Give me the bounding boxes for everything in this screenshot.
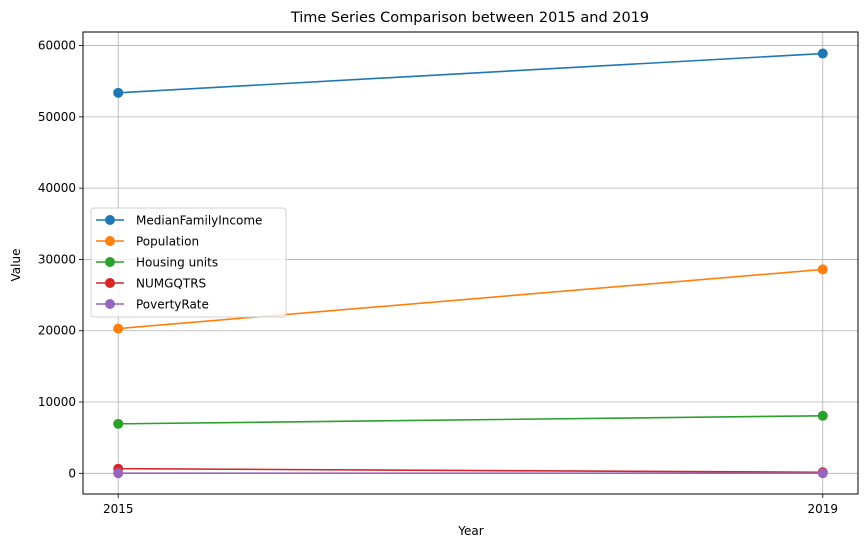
legend-marker-icon — [105, 215, 115, 225]
legend-box — [90, 207, 287, 318]
series-population — [113, 264, 828, 334]
axes-frame — [82, 31, 859, 495]
legend-item: MedianFamilyIncome — [96, 214, 262, 228]
series-numgqtrs — [113, 463, 828, 478]
y-tick-label: 50000 — [38, 110, 76, 124]
legend-label: Housing units — [136, 256, 218, 270]
legend-item: Population — [96, 235, 199, 249]
legend-marker-icon — [105, 257, 115, 267]
legend-item: Housing units — [96, 256, 218, 270]
data-point-marker — [817, 48, 828, 59]
series-line — [118, 52, 823, 94]
series-line — [118, 467, 823, 474]
data-point-marker — [817, 468, 828, 479]
legend-label: PovertyRate — [136, 298, 209, 312]
series-povertyrate — [113, 468, 828, 479]
series-line — [118, 414, 823, 425]
y-tick-label: 20000 — [38, 324, 76, 338]
legend-marker-icon — [105, 299, 115, 309]
data-point-marker — [817, 410, 828, 421]
y-tick-label: 40000 — [38, 181, 76, 195]
legend-item: PovertyRate — [96, 298, 209, 312]
y-axis-label: Value — [9, 249, 23, 282]
legend-label: Population — [136, 235, 199, 249]
legend-label: MedianFamilyIncome — [136, 214, 262, 228]
data-point-marker — [113, 87, 124, 98]
data-point-marker — [113, 418, 124, 429]
data-point-marker — [817, 264, 828, 275]
data-point-marker — [113, 468, 124, 479]
data-point-marker — [113, 323, 124, 334]
x-tick-label: 2019 — [807, 502, 838, 516]
x-axis: 2015 2019 — [103, 494, 838, 516]
y-tick-label: 10000 — [38, 395, 76, 409]
legend-marker-icon — [105, 278, 115, 288]
series-line — [118, 268, 823, 330]
chart-title: Time Series Comparison between 2015 and … — [290, 10, 649, 26]
x-tick-label: 2015 — [103, 502, 134, 516]
series-medianfamilyincome — [113, 48, 828, 98]
series-layer — [113, 48, 828, 479]
legend-label: NUMGQTRS — [136, 277, 206, 291]
y-axis: 0 10000 20000 30000 40000 50000 60000 — [38, 39, 83, 480]
series-housing-units — [113, 410, 828, 429]
y-tick-label: 60000 — [38, 39, 76, 53]
legend-item: NUMGQTRS — [96, 277, 206, 291]
x-axis-label: Year — [457, 524, 483, 538]
legend: MedianFamilyIncome Population Housing unit… — [90, 207, 287, 318]
y-tick-label: 0 — [68, 466, 76, 480]
legend-marker-icon — [105, 236, 115, 246]
y-tick-label: 30000 — [38, 252, 76, 266]
